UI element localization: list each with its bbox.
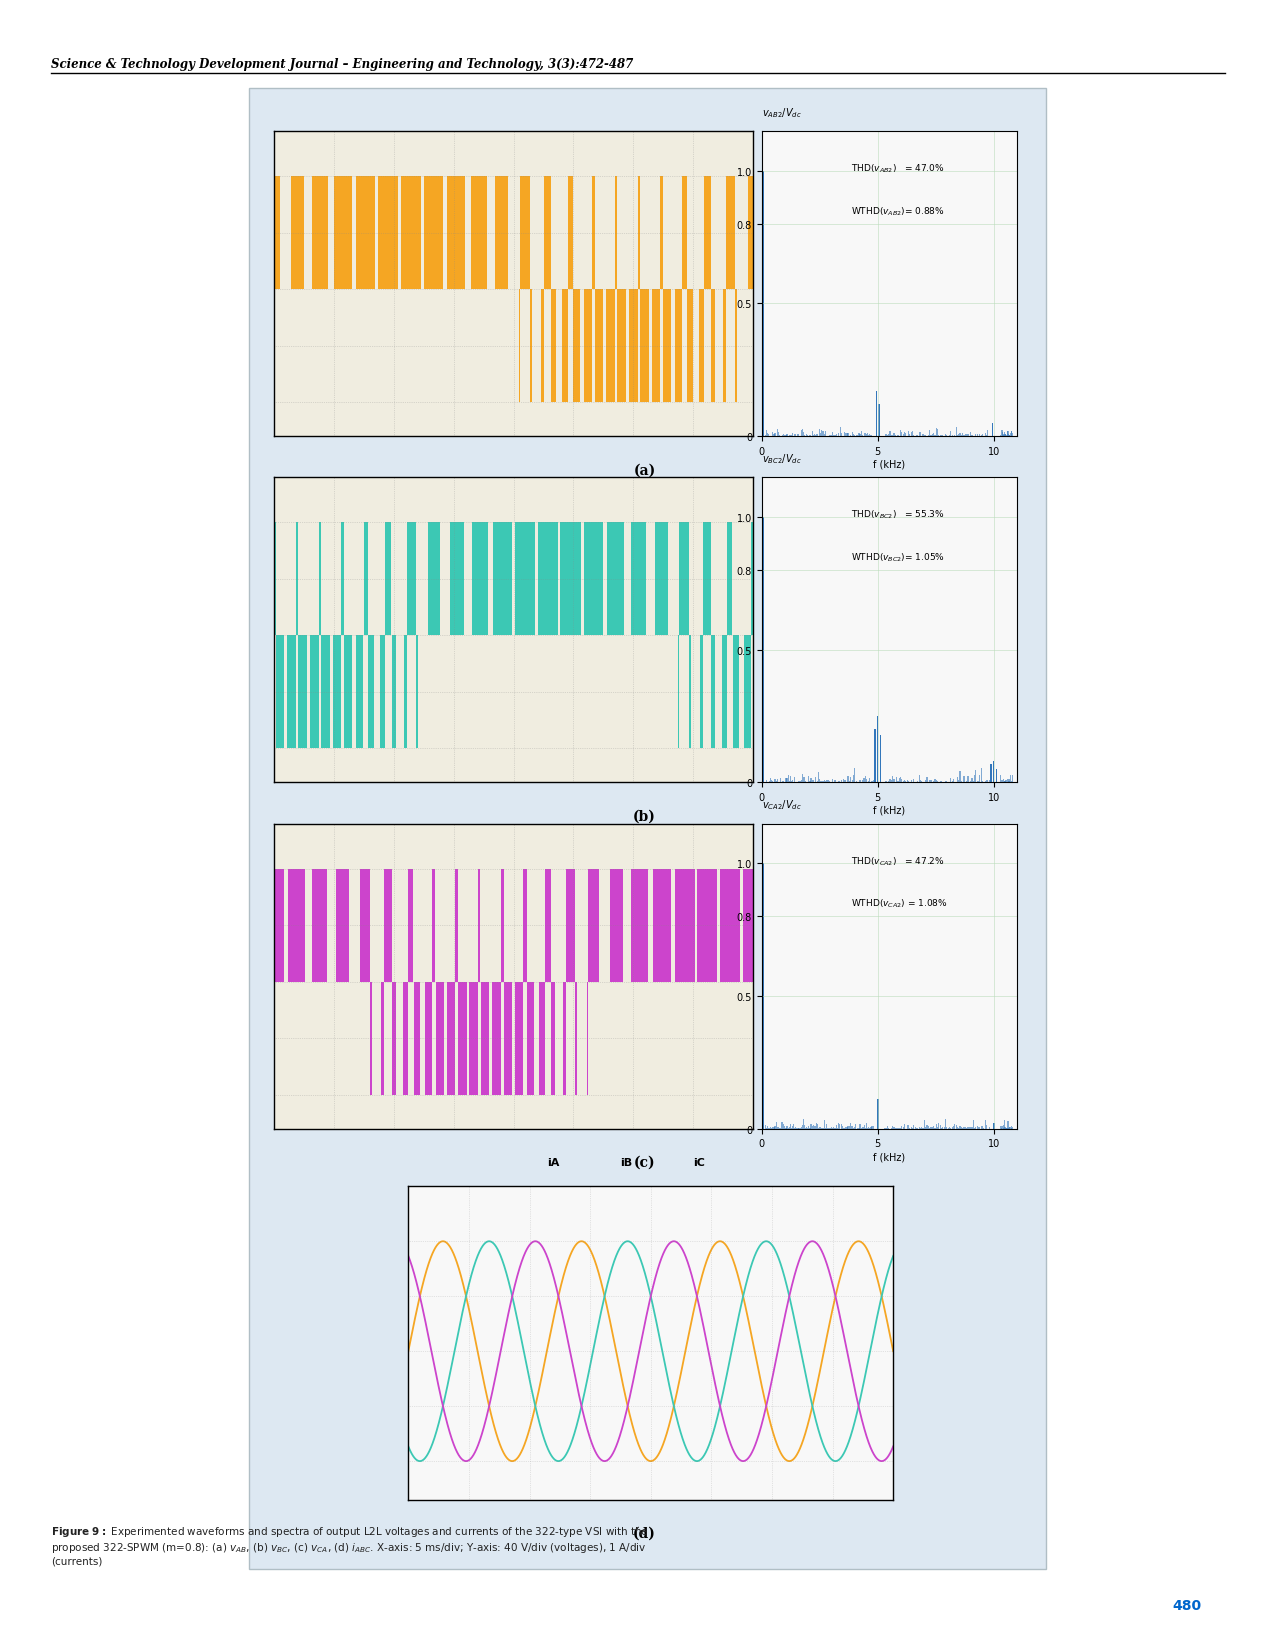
Text: THD($v_{AB2}$)   = 47.0%: THD($v_{AB2}$) = 47.0% (851, 162, 944, 175)
Bar (762, 864, 764, 1129)
Bar (990, 765, 991, 783)
Bar (880, 735, 882, 783)
Text: $\bf{Figure\ 9:}$ Experimented waveforms and spectra of output L2L voltages and : $\bf{Figure\ 9:}$ Experimented waveforms… (51, 1524, 649, 1566)
Text: $v_{BC2}/V_{dc}$: $v_{BC2}/V_{dc}$ (762, 452, 801, 466)
Bar (993, 761, 994, 783)
Bar (991, 424, 994, 437)
Text: iB: iB (620, 1159, 633, 1168)
Text: THD($v_{CA2}$)   = 47.2%: THD($v_{CA2}$) = 47.2% (851, 854, 944, 867)
Text: (b): (b) (633, 809, 656, 822)
Bar (874, 730, 875, 783)
Bar (875, 392, 878, 437)
FancyBboxPatch shape (249, 89, 1046, 1569)
Text: (a): (a) (633, 463, 656, 476)
Bar (877, 717, 878, 783)
Bar (877, 1099, 879, 1129)
Text: iC: iC (693, 1159, 706, 1168)
Bar (762, 171, 764, 437)
Text: WTHD($v_{AB2}$)= 0.88%: WTHD($v_{AB2}$)= 0.88% (851, 204, 944, 218)
Bar (995, 770, 998, 783)
Text: $v_{AB2}/V_{dc}$: $v_{AB2}/V_{dc}$ (762, 105, 801, 120)
Bar (878, 405, 879, 437)
Text: Science & Technology Development Journal – Engineering and Technology, 3(3):472-: Science & Technology Development Journal… (51, 58, 633, 71)
Text: $v_{CA2}/V_{dc}$: $v_{CA2}/V_{dc}$ (762, 798, 801, 812)
Text: WTHD($v_{CA2}$) = 1.08%: WTHD($v_{CA2}$) = 1.08% (851, 897, 948, 910)
Bar (993, 1124, 994, 1129)
X-axis label: f (kHz): f (kHz) (873, 1152, 906, 1162)
Text: THD($v_{BC2}$)   = 55.3%: THD($v_{BC2}$) = 55.3% (851, 508, 944, 521)
Text: 480: 480 (1173, 1599, 1201, 1612)
Text: iA: iA (547, 1159, 560, 1168)
Text: (d): (d) (633, 1526, 656, 1539)
X-axis label: f (kHz): f (kHz) (873, 806, 906, 816)
Bar (762, 517, 764, 783)
Text: WTHD($v_{BC2}$)= 1.05%: WTHD($v_{BC2}$)= 1.05% (851, 550, 946, 564)
Text: (c): (c) (634, 1155, 655, 1168)
X-axis label: f (kHz): f (kHz) (873, 460, 906, 470)
